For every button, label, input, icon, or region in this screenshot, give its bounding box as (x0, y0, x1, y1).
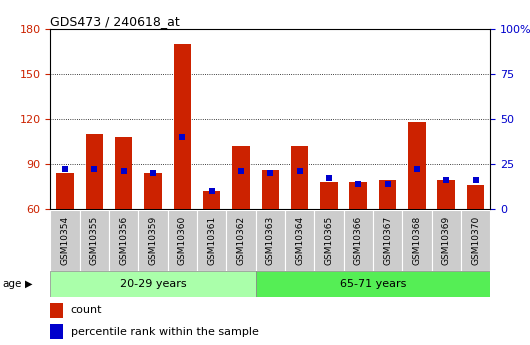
Bar (379, 180, 396, 209)
Bar (80, 210, 109, 271)
Bar (50, 324, 64, 339)
Bar (50, 210, 80, 271)
Bar (255, 210, 285, 271)
Text: GDS473 / 240618_at: GDS473 / 240618_at (50, 15, 180, 28)
Bar (320, 182, 338, 209)
Bar (226, 210, 255, 271)
Bar (314, 210, 343, 271)
Bar (461, 210, 490, 271)
Text: count: count (70, 305, 102, 315)
Text: GSM10359: GSM10359 (148, 216, 157, 265)
Bar (144, 173, 162, 209)
Bar (467, 185, 484, 209)
Text: ▶: ▶ (25, 279, 33, 289)
Text: GSM10365: GSM10365 (324, 216, 333, 265)
Text: GSM10366: GSM10366 (354, 216, 363, 265)
Bar (173, 44, 191, 209)
Bar (343, 210, 373, 271)
Text: GSM10360: GSM10360 (178, 216, 187, 265)
Text: GSM10364: GSM10364 (295, 216, 304, 265)
Bar (85, 134, 103, 209)
Text: 65-71 years: 65-71 years (340, 279, 406, 289)
Bar (50, 271, 255, 297)
Text: GSM10354: GSM10354 (60, 216, 69, 265)
Bar (285, 210, 314, 271)
Bar (373, 210, 402, 271)
Bar (255, 271, 490, 297)
Bar (431, 210, 461, 271)
Text: GSM10367: GSM10367 (383, 216, 392, 265)
Bar (291, 146, 308, 209)
Bar (261, 170, 279, 209)
Bar (349, 182, 367, 209)
Bar (232, 146, 250, 209)
Text: percentile rank within the sample: percentile rank within the sample (70, 327, 259, 337)
Bar (50, 303, 64, 318)
Text: GSM10370: GSM10370 (471, 216, 480, 265)
Bar (402, 210, 431, 271)
Bar (109, 210, 138, 271)
Text: GSM10361: GSM10361 (207, 216, 216, 265)
Text: age: age (3, 279, 22, 289)
Bar (408, 122, 426, 209)
Bar (437, 180, 455, 209)
Bar (138, 210, 167, 271)
Text: GSM10362: GSM10362 (236, 216, 245, 265)
Text: GSM10363: GSM10363 (266, 216, 275, 265)
Text: GSM10368: GSM10368 (412, 216, 421, 265)
Bar (115, 137, 132, 209)
Text: GSM10369: GSM10369 (442, 216, 450, 265)
Text: 20-29 years: 20-29 years (120, 279, 187, 289)
Bar (167, 210, 197, 271)
Bar (56, 173, 74, 209)
Bar (203, 191, 220, 209)
Text: GSM10355: GSM10355 (90, 216, 99, 265)
Bar (197, 210, 226, 271)
Text: GSM10356: GSM10356 (119, 216, 128, 265)
